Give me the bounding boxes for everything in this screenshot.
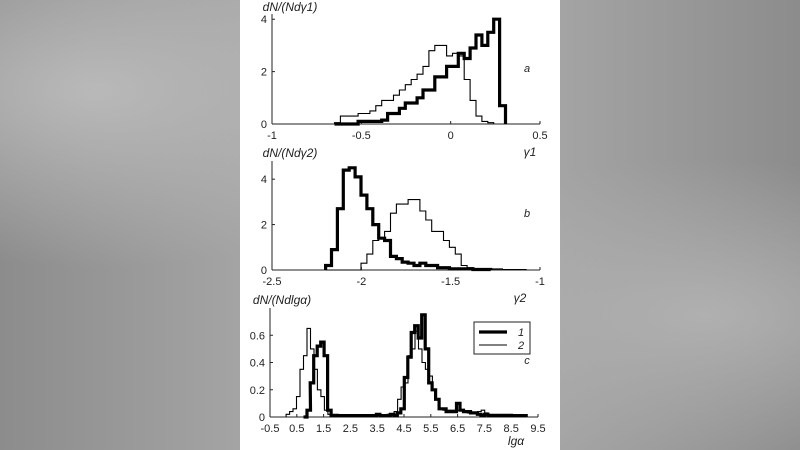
- x-tick-label: 7.5: [477, 423, 492, 435]
- x-tick-label: 0: [448, 130, 454, 142]
- x-axis-label: γ2: [514, 291, 527, 305]
- x-tick-label: 1.5: [316, 423, 331, 435]
- x-tick-label: -1.5: [441, 276, 460, 288]
- y-tick-label: 0.4: [250, 358, 265, 370]
- series-thick-line: [303, 313, 528, 419]
- figure-panel: [240, 0, 560, 450]
- x-axis-label: lgα: [508, 434, 525, 448]
- y-tick-label: 0: [259, 412, 265, 424]
- x-tick-label: -2.5: [263, 276, 282, 288]
- y-tick-label: 0.2: [250, 385, 265, 397]
- y-tick-label: 2: [261, 67, 267, 79]
- y-axis-label: dN/(Ndγ1): [263, 0, 318, 14]
- x-tick-label: 2.5: [343, 423, 358, 435]
- series-thick-line: [334, 17, 508, 126]
- panel-label: c: [524, 355, 530, 367]
- x-tick-label: 4.5: [396, 423, 411, 435]
- x-tick-label: -0.5: [352, 130, 371, 142]
- y-tick-label: 4: [261, 174, 267, 186]
- x-tick-label: -1: [535, 276, 545, 288]
- panel-label: b: [524, 208, 530, 220]
- x-tick-label: 0.5: [532, 130, 547, 142]
- legend-label: 2: [517, 340, 524, 352]
- series-thin-line: [325, 199, 527, 271]
- legend-label: 1: [518, 327, 524, 339]
- series-thin-line: [285, 327, 528, 417]
- y-tick-label: 0: [261, 119, 267, 131]
- x-tick-label: 3.5: [370, 423, 385, 435]
- x-tick-label: 6.5: [450, 423, 465, 435]
- x-tick-label: -0.5: [261, 423, 280, 435]
- y-tick-label: 2: [261, 220, 267, 232]
- x-tick-label: 9.5: [530, 423, 545, 435]
- legend-box: [473, 321, 531, 355]
- y-tick-label: 4: [261, 14, 267, 26]
- x-tick-label: 8.5: [504, 423, 519, 435]
- series-thin-line: [333, 44, 495, 124]
- x-tick-label: 5.5: [423, 423, 438, 435]
- x-tick-label: 0.5: [289, 423, 304, 435]
- series-thick-line: [324, 166, 493, 272]
- x-tick-label: -1: [267, 130, 277, 142]
- y-tick-label: 0.6: [250, 330, 265, 342]
- y-axis-label: dN/(Ndlgα): [253, 293, 311, 307]
- x-tick-label: -2: [356, 276, 366, 288]
- panel-label: a: [524, 63, 530, 75]
- y-tick-label: 0: [261, 265, 267, 277]
- x-axis-label: γ1: [524, 145, 537, 159]
- y-axis-label: dN/(Ndγ2): [263, 146, 318, 160]
